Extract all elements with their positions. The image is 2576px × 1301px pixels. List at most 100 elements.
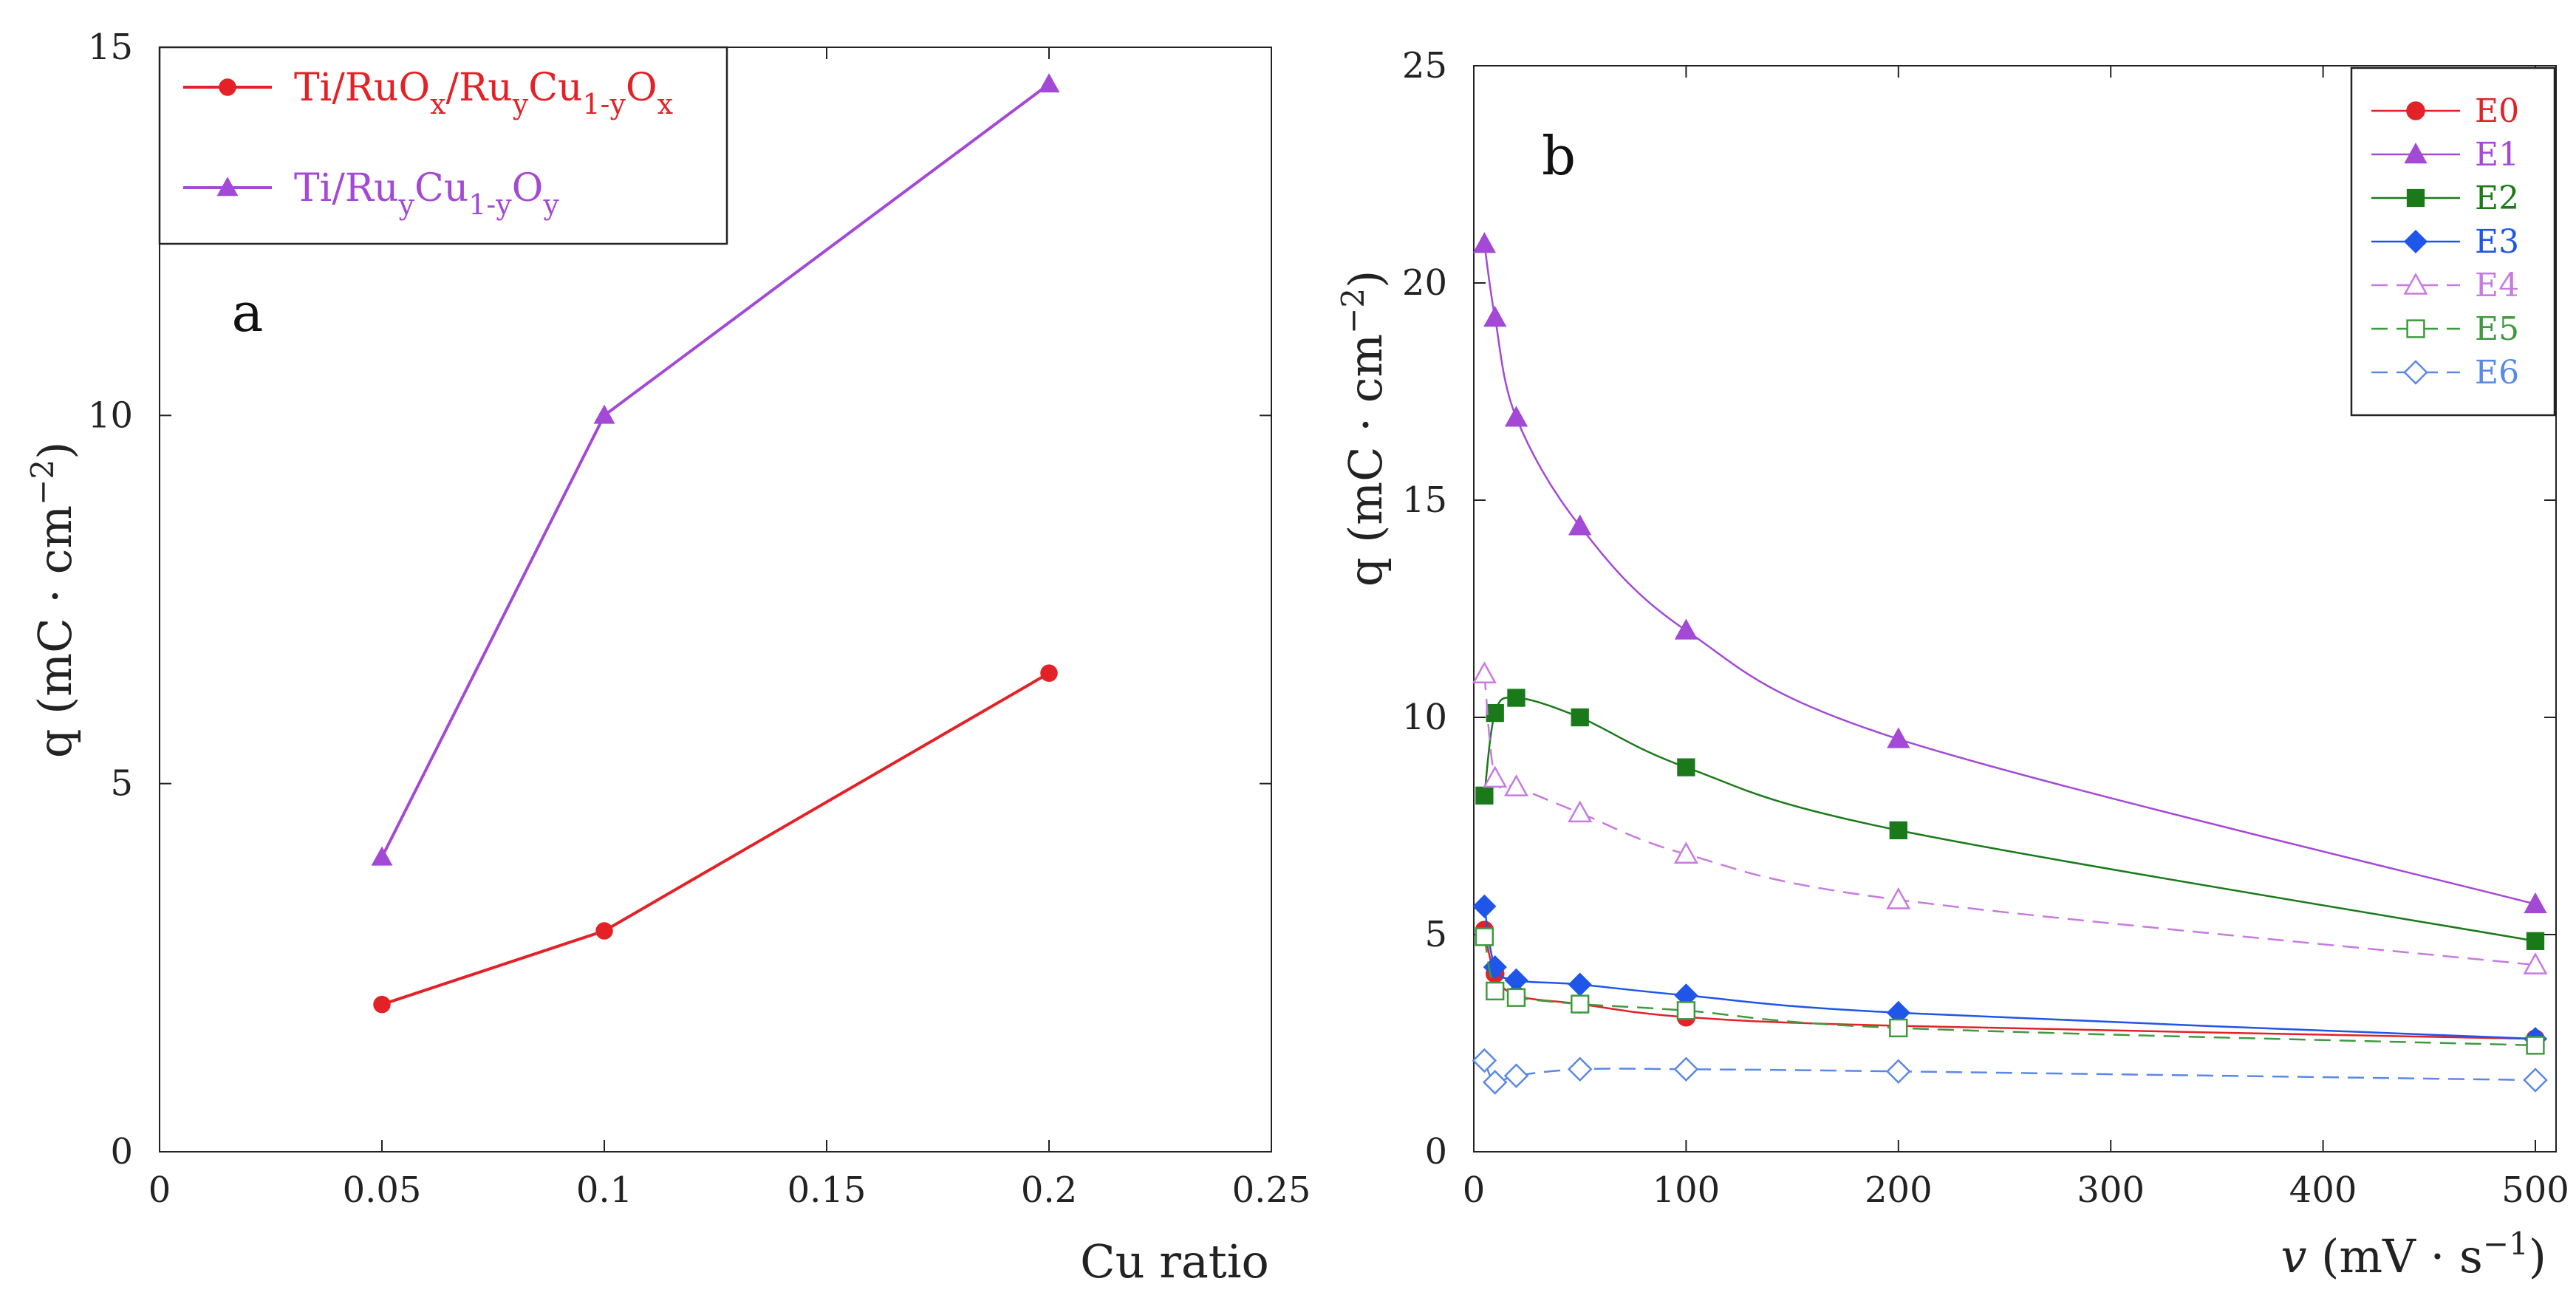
panel-a-y-ticks: 0 5 10 15 — [88, 27, 1271, 1172]
legend-marker — [2406, 101, 2425, 120]
legend-marker — [219, 78, 236, 96]
data-point — [1889, 821, 1907, 840]
legend-marker — [2406, 319, 2425, 338]
y-tick-label: 5 — [1424, 914, 1447, 955]
legend-marker — [2406, 188, 2425, 208]
data-point — [1483, 306, 1507, 327]
data-point — [1472, 1048, 1497, 1073]
series-e1 — [1472, 232, 2547, 914]
panel-a-y-axis-label: q (mC · cm−2) — [24, 442, 82, 759]
legend-label-part: Ti/Ru — [294, 166, 398, 211]
legend-label: E6 — [2475, 354, 2519, 392]
data-point — [2523, 1068, 2548, 1093]
data-point — [1889, 1018, 1908, 1038]
panel-a-x-ticks: 0 0.05 0.1 0.15 0.2 0.25 — [148, 47, 1311, 1211]
legend-label-part: Cu — [528, 66, 582, 110]
legend-label-part: x — [430, 88, 445, 120]
panel-b-letter: b — [1542, 125, 1576, 187]
y-tick-label: 20 — [1402, 262, 1447, 304]
panel-a: 0 0.05 0.1 0.15 0.2 0.25 0 5 10 15 a Cu ratio q … — [24, 27, 1311, 1288]
panel-b-y-ticks: 0 5 10 15 20 25 — [1402, 45, 2556, 1172]
series-e4 — [1472, 661, 2548, 974]
data-point — [373, 995, 391, 1014]
legend-marker — [2403, 273, 2428, 295]
panel-b-legend-entries: E0 E1 E2 E3 E4 E5 E6 — [2371, 92, 2519, 392]
panel-b-y-axis-label: q (mC · cm−2) — [1335, 270, 1393, 587]
legend-marker — [2403, 229, 2428, 254]
series-e2 — [1475, 689, 2545, 950]
legend-entry-e6: E6 — [2371, 354, 2519, 392]
data-point — [1486, 703, 1504, 723]
y-tick-label: 10 — [1402, 697, 1447, 738]
panel-b-x-axis-label: v (mV · s−1) — [2281, 1226, 2546, 1283]
legend-entry-e5: E5 — [2371, 310, 2519, 348]
y-tick-label: 0 — [110, 1131, 133, 1172]
legend-label-part: x — [657, 88, 673, 120]
legend-label: E3 — [2475, 223, 2519, 261]
data-point — [1038, 73, 1060, 93]
legend-marker — [216, 177, 239, 197]
x-tick-label: 200 — [1865, 1169, 1933, 1211]
y-tick-label: 10 — [88, 395, 133, 436]
data-point — [593, 404, 615, 424]
x-tick-label: 500 — [2501, 1169, 2569, 1211]
data-point — [1673, 1056, 1699, 1082]
data-point — [2524, 892, 2547, 914]
panel-a-legend-box — [158, 46, 728, 245]
data-point — [1677, 758, 1695, 776]
legend-marker — [2404, 143, 2428, 164]
series-line — [1483, 1059, 2536, 1084]
legend-label-part: y — [397, 188, 414, 221]
data-point — [1040, 664, 1058, 682]
series-e6 — [1472, 1048, 2548, 1095]
legend-marker — [2403, 360, 2428, 385]
series-ruox — [373, 664, 1058, 1014]
data-point — [1506, 988, 1526, 1007]
legend-label-part: /Ru — [446, 66, 513, 110]
data-point — [1886, 1059, 1911, 1084]
legend-label-part: O — [626, 66, 657, 110]
x-tick-label: 300 — [2077, 1169, 2145, 1211]
x-tick-label: 0.1 — [576, 1169, 632, 1211]
data-point — [595, 922, 613, 940]
panel-b-series — [1472, 232, 2548, 1095]
x-tick-label: 100 — [1653, 1169, 1721, 1211]
legend-entry-e2: E2 — [2371, 180, 2519, 217]
data-point — [1571, 708, 1589, 727]
legend-label-part: Cu — [414, 166, 468, 211]
data-point — [2523, 952, 2548, 974]
legend-label-part: 1-y — [468, 188, 512, 221]
data-point — [1483, 765, 1508, 788]
data-point — [1503, 1063, 1529, 1088]
data-point — [371, 846, 393, 866]
legend-label-part: 1-y — [582, 88, 626, 120]
legend-entry-e4: E4 — [2371, 267, 2519, 304]
data-point — [2526, 1036, 2545, 1055]
data-point — [1568, 514, 1592, 536]
data-point — [1674, 618, 1698, 640]
x-tick-label: 400 — [2289, 1169, 2357, 1211]
x-tick-label: 0.05 — [343, 1169, 422, 1211]
data-point — [1472, 894, 1497, 918]
legend-entry-ruox: Ti/RuOx/RuyCu1-yOx — [183, 66, 673, 120]
data-point — [1475, 786, 1494, 805]
data-point — [1507, 689, 1526, 707]
data-point — [1887, 727, 1910, 748]
legend-entry-e0: E0 — [2371, 92, 2519, 130]
legend-label: E2 — [2475, 180, 2519, 217]
data-point — [1472, 232, 1497, 253]
x-tick-label: 0 — [1463, 1169, 1486, 1211]
y-tick-label: 15 — [88, 27, 133, 68]
legend-label: Ti/RuOx/RuyCu1-yOx — [294, 66, 673, 120]
x-tick-label: 0.25 — [1232, 1169, 1311, 1211]
x-tick-label: 0 — [148, 1169, 171, 1211]
y-tick-label: 0 — [1424, 1131, 1447, 1172]
legend-entry-rucuo: Ti/RuyCu1-yOy — [183, 166, 559, 221]
legend-label-part: y — [512, 88, 529, 120]
data-point — [1886, 887, 1911, 909]
legend-label-part: O — [512, 166, 544, 211]
data-point — [1676, 1001, 1696, 1020]
x-tick-label: 0.2 — [1021, 1169, 1077, 1211]
